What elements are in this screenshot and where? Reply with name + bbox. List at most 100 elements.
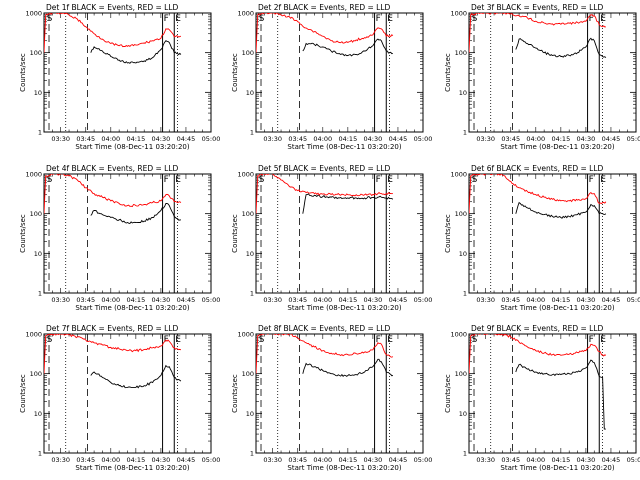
- x-tick-label: 05:00: [627, 456, 640, 464]
- marker-label-e: E: [175, 14, 181, 24]
- x-axis-label: Start Time (08-Dec-11 03:20:20): [75, 464, 189, 472]
- y-tick-label: 1: [38, 290, 42, 298]
- y-tick-label: 10: [34, 89, 42, 97]
- y-axis-label: Counts/sec: [444, 214, 452, 253]
- marker-label-f: F: [376, 14, 381, 24]
- y-axis-label: Counts/sec: [231, 214, 239, 253]
- x-axis-label: Start Time (08-Dec-11 03:20:20): [500, 304, 614, 312]
- x-tick-label: 04:30: [152, 135, 171, 143]
- y-tick-label: 1000: [450, 171, 467, 179]
- y-tick-label: 1000: [450, 10, 467, 18]
- x-tick-label: 04:15: [551, 296, 570, 304]
- panel-title: Det 3f BLACK = Events, RED = LLD: [471, 3, 604, 12]
- x-tick-label: 03:45: [288, 296, 307, 304]
- x-axis-label: Start Time (08-Dec-11 03:20:20): [500, 464, 614, 472]
- x-tick-label: 04:15: [338, 296, 357, 304]
- y-tick-label: 10: [246, 89, 254, 97]
- marker-label-e: E: [600, 14, 606, 24]
- x-tick-label: 05:00: [414, 135, 433, 143]
- x-tick-label: 03:30: [263, 456, 282, 464]
- y-tick-label: 100: [455, 210, 467, 218]
- y-tick-label: 1: [250, 129, 254, 137]
- x-tick-label: 04:15: [126, 296, 145, 304]
- panel-title: Det 6f BLACK = Events, RED = LLD: [471, 164, 604, 173]
- x-tick-label: 03:30: [51, 456, 70, 464]
- marker-label-e: E: [387, 175, 393, 185]
- panel-title: Det 9f BLACK = Events, RED = LLD: [471, 324, 604, 333]
- plot-frame: [468, 173, 637, 294]
- x-tick-label: 03:30: [51, 296, 70, 304]
- y-axis-label: Counts/sec: [231, 374, 239, 413]
- y-tick-label: 1: [38, 450, 42, 458]
- x-tick-label: 05:00: [627, 296, 640, 304]
- events-series-line: [515, 37, 607, 58]
- x-tick-label: 03:45: [288, 456, 307, 464]
- x-tick-label: 04:00: [313, 135, 332, 143]
- x-tick-label: 04:30: [364, 456, 383, 464]
- panel-9: Det 9f BLACK = Events, RED = LLD S F E 1 10 10…: [444, 324, 640, 472]
- y-tick-label: 100: [242, 49, 254, 57]
- x-tick-label: 04:45: [602, 456, 621, 464]
- x-tick-label: 04:30: [364, 296, 383, 304]
- lld-series-line: [256, 13, 394, 53]
- x-tick-label: 05:00: [414, 456, 433, 464]
- x-tick-label: 03:45: [501, 456, 520, 464]
- marker-label-s: S: [472, 175, 478, 185]
- x-tick-label: 04:45: [389, 135, 408, 143]
- x-tick-label: 04:00: [526, 456, 545, 464]
- y-tick-label: 10: [246, 250, 254, 258]
- x-tick-label: 03:45: [288, 135, 307, 143]
- y-tick-label: 1: [250, 290, 254, 298]
- y-tick-label: 1: [463, 290, 467, 298]
- x-tick-label: 04:45: [389, 456, 408, 464]
- plot-frame: [43, 12, 212, 133]
- x-tick-label: 04:30: [577, 296, 596, 304]
- x-tick-label: 04:30: [577, 456, 596, 464]
- marker-label-f: F: [164, 14, 169, 24]
- x-tick-label: 04:00: [101, 135, 120, 143]
- y-tick-label: 1000: [237, 171, 254, 179]
- events-series-line: [90, 364, 182, 389]
- y-tick-label: 1: [463, 450, 467, 458]
- y-tick-label: 1: [38, 129, 42, 137]
- x-tick-label: 04:00: [526, 296, 545, 304]
- y-axis-label: Counts/sec: [19, 214, 27, 253]
- marker-label-s: S: [472, 335, 478, 345]
- y-tick-label: 100: [242, 370, 254, 378]
- y-tick-label: 1000: [25, 171, 42, 179]
- marker-label-s: S: [47, 175, 53, 185]
- y-axis-label: Counts/sec: [444, 374, 452, 413]
- marker-label-e: E: [600, 335, 606, 345]
- y-tick-label: 1: [463, 129, 467, 137]
- y-tick-label: 100: [30, 210, 42, 218]
- y-tick-label: 1000: [25, 331, 42, 339]
- x-tick-label: 04:15: [338, 135, 357, 143]
- plot-frame: [43, 173, 212, 294]
- marker-label-s: S: [259, 175, 265, 185]
- y-tick-label: 1000: [237, 10, 254, 18]
- x-tick-label: 04:30: [364, 135, 383, 143]
- y-axis-label: Counts/sec: [444, 53, 452, 92]
- events-series-line: [302, 358, 393, 377]
- marker-label-s: S: [259, 14, 265, 24]
- panel-5: Det 5f BLACK = Events, RED = LLD S F E 1 10 10…: [231, 164, 432, 312]
- x-tick-label: 04:45: [602, 296, 621, 304]
- x-tick-label: 04:00: [526, 135, 545, 143]
- y-tick-label: 100: [455, 370, 467, 378]
- x-axis-label: Start Time (08-Dec-11 03:20:20): [500, 143, 614, 151]
- lld-series-line: [44, 13, 182, 53]
- x-tick-label: 04:45: [177, 296, 196, 304]
- y-tick-label: 1000: [25, 10, 42, 18]
- marker-label-s: S: [259, 335, 265, 345]
- plot-frame: [468, 12, 637, 133]
- x-tick-label: 04:15: [551, 135, 570, 143]
- x-tick-label: 04:45: [389, 296, 408, 304]
- x-tick-label: 04:30: [152, 296, 171, 304]
- plot-frame: [255, 12, 424, 133]
- marker-label-e: E: [600, 175, 606, 185]
- y-tick-label: 10: [459, 250, 467, 258]
- x-tick-label: 04:00: [101, 296, 120, 304]
- y-axis-label: Counts/sec: [231, 53, 239, 92]
- lld-series-line: [469, 334, 607, 374]
